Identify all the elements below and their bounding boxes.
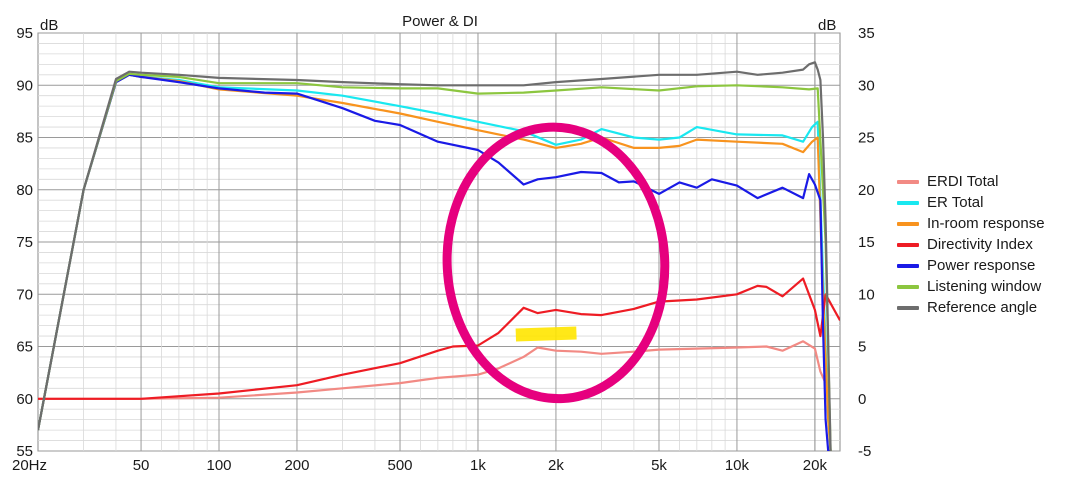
legend-swatch (897, 200, 919, 205)
series-line-erdi-total (38, 340, 827, 400)
legend-label: In-room response (927, 215, 1045, 232)
series-line-listening-window (38, 72, 832, 451)
y-right-tick-label: 35 (858, 25, 875, 42)
series-lines (38, 61, 840, 451)
y-left-tick-label: 55 (16, 443, 33, 460)
grid (37, 32, 841, 452)
x-tick-label: 10k (725, 457, 750, 474)
x-tick-label: 50 (133, 457, 150, 474)
legend-item: ER Total (897, 192, 1045, 213)
y-right-tick-label: 0 (858, 391, 866, 408)
annotations (442, 122, 670, 404)
x-tick-label: 500 (388, 457, 413, 474)
legend-item: Reference angle (897, 297, 1045, 318)
legend-item: In-room response (897, 213, 1045, 234)
legend-item: ERDI Total (897, 171, 1045, 192)
y-left-tick-label: 75 (16, 234, 33, 251)
legend-swatch (897, 221, 919, 226)
x-tick-label: 5k (651, 457, 667, 474)
series-line-directivity-index (38, 277, 840, 400)
y-left-tick-label: 70 (16, 286, 33, 303)
legend-swatch (897, 263, 919, 268)
y-right-tick-label: 15 (858, 234, 875, 251)
y-right-tick-label: 10 (858, 286, 875, 303)
x-tick-label: 20k (803, 457, 828, 474)
legend: ERDI Total ER Total In-room response Direct… (897, 171, 1045, 318)
legend-item: Power response (897, 255, 1045, 276)
y-right-tick-label: 30 (858, 77, 875, 94)
tick-labels: 20Hz 50 100 200 500 1k 2k 5k 10k 20k5560657075808… (12, 25, 875, 474)
x-tick-label: 1k (470, 457, 486, 474)
y-left-tick-label: 90 (16, 77, 33, 94)
y-right-tick-label: 5 (858, 339, 866, 356)
y-left-tick-label: 95 (16, 25, 33, 42)
y-left-tick-label: 85 (16, 130, 33, 147)
legend-item: Directivity Index (897, 234, 1045, 255)
legend-label: Listening window (927, 278, 1042, 295)
legend-label: Reference angle (927, 299, 1038, 316)
y-left-tick-label: 65 (16, 339, 33, 356)
series-line-power-response (38, 73, 831, 451)
y-right-unit: dB (818, 17, 836, 34)
legend-swatch (897, 305, 919, 310)
yellow-highlight-mark (515, 326, 577, 342)
legend-swatch (897, 242, 919, 247)
legend-label: ERDI Total (927, 173, 999, 190)
legend-label: ER Total (927, 194, 984, 211)
x-tick-label: 20Hz (12, 457, 47, 474)
y-right-tick-label: 20 (858, 182, 875, 199)
x-tick-label: 2k (548, 457, 564, 474)
x-tick-label: 200 (284, 457, 309, 474)
magenta-circle-mark (442, 122, 670, 404)
y-right-tick-label: -5 (858, 443, 871, 460)
legend-swatch (897, 179, 919, 184)
legend-label: Directivity Index (927, 236, 1033, 253)
legend-swatch (897, 284, 919, 289)
x-tick-label: 100 (206, 457, 231, 474)
y-right-tick-label: 25 (858, 130, 875, 147)
series-line-reference-angle (38, 61, 832, 451)
legend-item: Listening window (897, 276, 1045, 297)
legend-label: Power response (927, 257, 1036, 274)
chart-title: Power & DI (402, 13, 478, 30)
y-left-tick-label: 60 (16, 391, 33, 408)
y-left-unit: dB (40, 17, 58, 34)
y-left-tick-label: 80 (16, 182, 33, 199)
